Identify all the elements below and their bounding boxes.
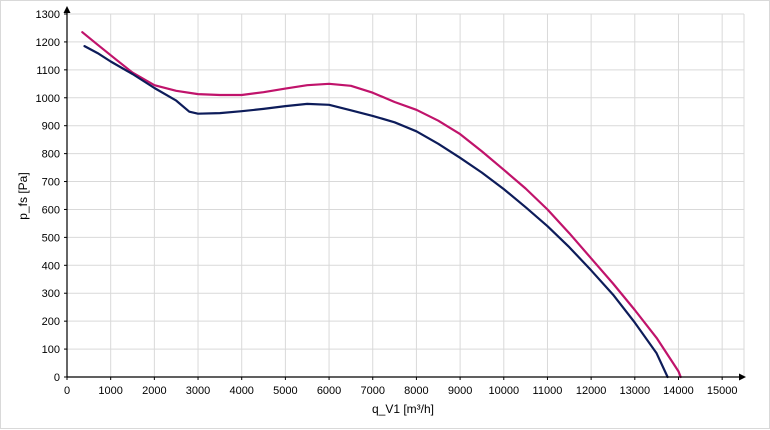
x-tick-label: 5000 [273, 385, 297, 397]
y-tick-label: 0 [54, 372, 60, 384]
y-tick-label: 700 [42, 177, 60, 189]
y-tick-label: 1100 [36, 65, 60, 77]
x-axis-arrow [739, 373, 746, 381]
y-axis-arrow [63, 6, 71, 13]
y-tick-label: 900 [42, 121, 60, 133]
x-tick-label: 2000 [142, 385, 166, 397]
y-tick-label: 100 [42, 344, 60, 356]
x-tick-label: 7000 [360, 385, 384, 397]
x-tick-label: 15000 [707, 385, 738, 397]
x-tick-label: 0 [64, 385, 70, 397]
x-tick-label: 9000 [448, 385, 472, 397]
x-tick-label: 13000 [620, 385, 651, 397]
x-tick-label: 4000 [229, 385, 253, 397]
y-tick-label: 300 [42, 288, 60, 300]
y-tick-label: 800 [42, 149, 60, 161]
y-tick-label: 500 [42, 232, 60, 244]
y-tick-label: 1000 [36, 93, 60, 105]
y-tick-label: 400 [42, 260, 60, 272]
y-tick-label: 1200 [36, 37, 60, 49]
x-tick-label: 8000 [404, 385, 428, 397]
x-tick-label: 6000 [317, 385, 341, 397]
x-tick-label: 3000 [186, 385, 210, 397]
y-tick-label: 600 [42, 204, 60, 216]
y-tick-label: 1300 [36, 9, 60, 21]
series-line-2 [83, 45, 669, 379]
y-tick-label: 200 [42, 316, 60, 328]
x-tick-label: 11000 [533, 385, 563, 397]
x-tick-label: 12000 [576, 385, 607, 397]
x-axis-title: q_V1 [m³/h] [372, 402, 434, 416]
x-tick-label: 1000 [98, 385, 122, 397]
series-line-1 [81, 31, 682, 379]
x-tick-label: 10000 [488, 385, 519, 397]
x-tick-label: 14000 [663, 385, 694, 397]
y-axis-title: p_fs [Pa] [16, 172, 30, 219]
